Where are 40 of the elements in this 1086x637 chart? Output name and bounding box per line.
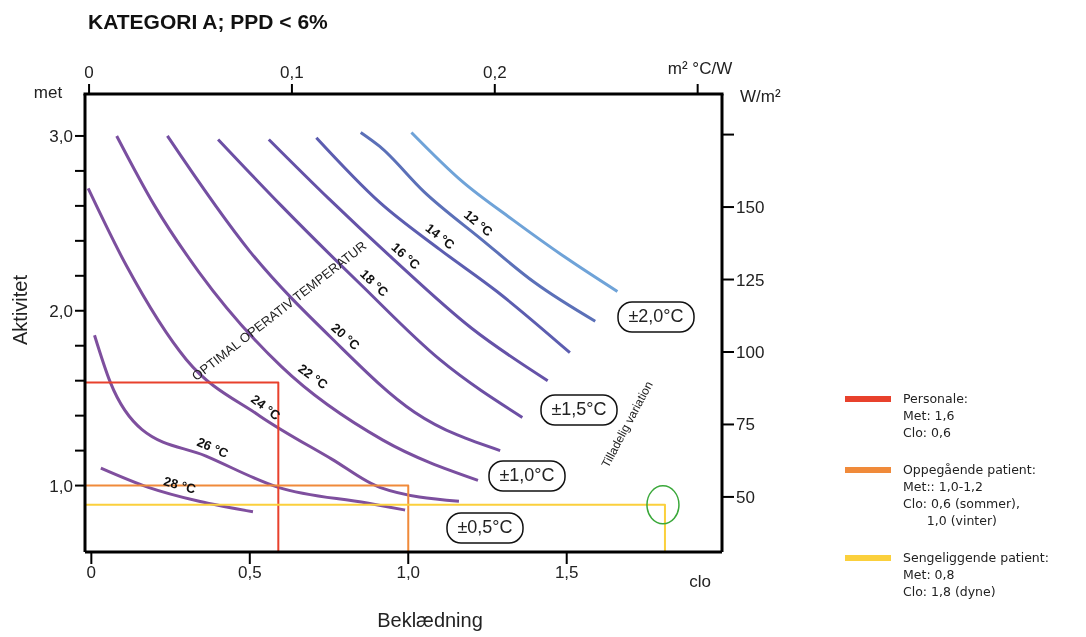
legend-label: Oppegående patient: Met:: 1,0-1,2 Clo: 0,6 (sommer), 1,0 (vinter) (903, 461, 1036, 529)
text: 14 °C (422, 220, 458, 254)
annotation: ±0,5°C (457, 516, 513, 537)
text: 20 °C (328, 320, 363, 354)
chart-title: KATEGORI A; PPD < 6% (88, 10, 328, 34)
y2-axis-title: W/m² (740, 87, 781, 107)
line-series (99, 466, 255, 514)
text: 28 °C (161, 473, 198, 498)
y2-tick-label: 100 (736, 343, 765, 363)
annotation: ±2,0°C (628, 305, 684, 326)
legend-label: Sengeliggende patient: Met: 0,8 Clo: 1,8 (dyne) (903, 549, 1049, 600)
text: 26 °C (194, 434, 232, 462)
line-series (86, 186, 461, 503)
x2-tick-label: 0,1 (280, 63, 304, 82)
y-axis-title: Aktivitet (9, 274, 32, 346)
annotation: ±1,5°C (551, 398, 607, 419)
text: 12 °C (460, 207, 496, 241)
x-tick-label: 1,0 (396, 563, 421, 583)
y2-tick-label: 125 (736, 270, 765, 290)
x2-tick-label: 0,2 (482, 63, 507, 82)
x2-tick-label: 0 (84, 63, 94, 82)
text: 16 °C (388, 239, 424, 274)
x-axis-title: Beklædning (377, 609, 483, 632)
annotation: ±1,0°C (499, 464, 555, 485)
y-tick-label: 1,0 (49, 476, 73, 496)
x-tick-label: 1,5 (554, 563, 579, 583)
legend-label: Personale: Met: 1,6 Clo: 0,6 (903, 390, 969, 441)
text: met (33, 83, 63, 103)
y2-tick-label: 75 (736, 415, 755, 435)
x2-axis-title: m² °C/W (667, 59, 733, 79)
y2-tick-label: 150 (736, 198, 765, 218)
text: 22 °C (295, 361, 331, 393)
y-tick-label: 3,0 (49, 126, 73, 146)
line-series (409, 130, 619, 294)
y-tick-label: 2,0 (49, 301, 73, 321)
text: clo (689, 572, 711, 592)
x-tick-label: 0 (86, 563, 97, 583)
x-tick-label: 0,5 (237, 563, 262, 583)
text: 24 °C (247, 391, 284, 424)
y2-tick-label: 50 (736, 487, 755, 507)
